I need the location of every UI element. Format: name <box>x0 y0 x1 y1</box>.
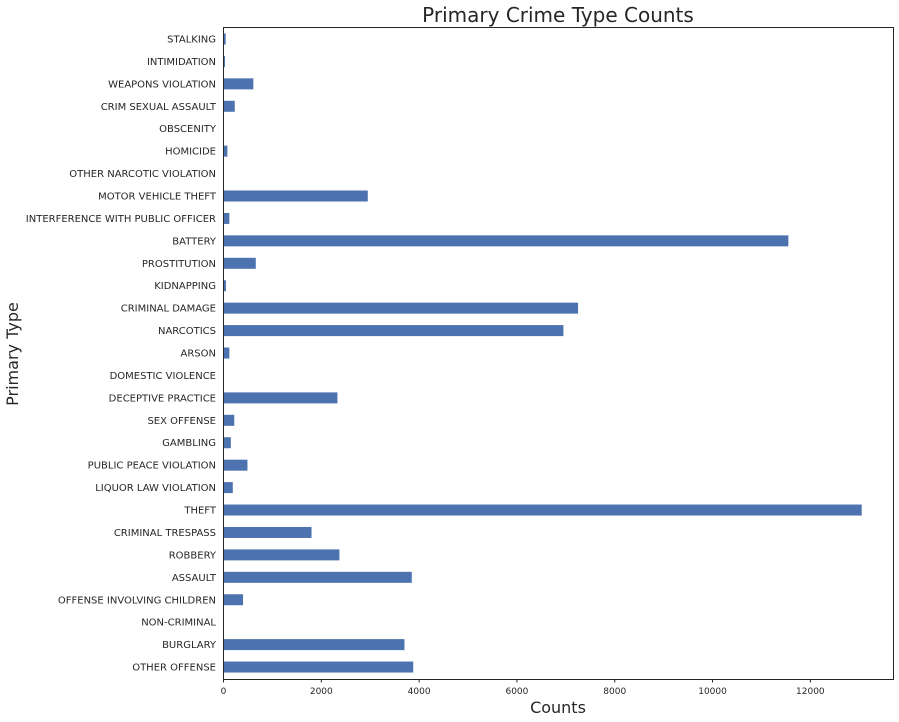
bar <box>223 257 256 269</box>
bar <box>223 100 235 112</box>
bar <box>223 145 228 157</box>
category-label: BATTERY <box>172 236 217 247</box>
category-label: SEX OFFENSE <box>147 416 216 427</box>
category-label: OFFENSE INVOLVING CHILDREN <box>58 595 216 606</box>
x-axis-ticks: 0 2000 4000 6000 8000 10000 12000 <box>221 679 825 697</box>
category-label: OTHER OFFENSE <box>132 663 216 674</box>
category-label: CRIMINAL DAMAGE <box>121 304 216 315</box>
category-label: ROBBERY <box>169 550 217 561</box>
x-tick-label: 10000 <box>698 687 727 697</box>
category-label: CRIM SEXUAL ASSAULT <box>101 102 217 113</box>
bar <box>223 392 338 404</box>
x-tick-label: 0 <box>221 687 227 697</box>
category-label: ASSAULT <box>172 573 217 584</box>
category-label: BURGLARY <box>162 640 217 651</box>
bar <box>223 526 312 538</box>
bar <box>223 347 230 359</box>
bar <box>223 212 230 224</box>
category-labels: STALKING INTIMIDATION WEAPONS VIOLATION CRI… <box>26 35 217 674</box>
x-tick-label: 12000 <box>796 687 825 697</box>
category-label: HOMICIDE <box>165 147 216 158</box>
plot-frame <box>223 27 894 680</box>
x-tick-label: 4000 <box>408 687 431 697</box>
y-axis-label: Primary Type <box>3 302 22 406</box>
category-label: WEAPONS VIOLATION <box>108 79 216 90</box>
bar <box>223 661 414 673</box>
bar <box>223 302 579 314</box>
bar <box>223 325 564 337</box>
category-label: PROSTITUTION <box>142 259 216 270</box>
category-label: CRIMINAL TRESPASS <box>114 528 216 539</box>
bars-layer <box>223 33 862 673</box>
bar <box>223 571 412 583</box>
bar <box>223 459 248 471</box>
category-label: INTERFERENCE WITH PUBLIC OFFICER <box>26 214 216 225</box>
category-label: LIQUOR LAW VIOLATION <box>95 483 216 494</box>
bar <box>223 504 862 516</box>
category-label: MOTOR VEHICLE THEFT <box>98 192 217 203</box>
category-label: PUBLIC PEACE VIOLATION <box>88 461 216 472</box>
category-label: NARCOTICS <box>158 326 216 337</box>
x-tick-label: 2000 <box>310 687 333 697</box>
bar <box>223 55 225 67</box>
bar <box>223 414 235 426</box>
bar <box>223 639 405 651</box>
bar <box>223 235 789 247</box>
category-label: NON-CRIMINAL <box>141 618 216 629</box>
bar <box>223 78 254 90</box>
category-label: GAMBLING <box>162 438 216 449</box>
category-label: DOMESTIC VIOLENCE <box>110 371 216 382</box>
bar <box>223 482 233 494</box>
bar <box>223 549 340 561</box>
category-label: INTIMIDATION <box>147 57 216 68</box>
category-label: ARSON <box>181 349 217 360</box>
x-tick-label: 6000 <box>505 687 528 697</box>
category-label: DECEPTIVE PRACTICE <box>109 393 216 404</box>
category-label: OBSCENITY <box>159 124 217 135</box>
bar <box>223 190 368 202</box>
category-label: KIDNAPPING <box>154 281 216 292</box>
x-tick-label: 8000 <box>603 687 626 697</box>
bar <box>223 594 244 606</box>
chart-title: Primary Crime Type Counts <box>422 3 694 27</box>
bar <box>223 280 226 292</box>
bar <box>223 437 231 449</box>
category-label: THEFT <box>183 506 217 517</box>
category-label: STALKING <box>167 35 216 46</box>
bar <box>223 33 226 45</box>
category-label: OTHER NARCOTIC VIOLATION <box>69 169 216 180</box>
x-axis-label: Counts <box>530 698 586 717</box>
